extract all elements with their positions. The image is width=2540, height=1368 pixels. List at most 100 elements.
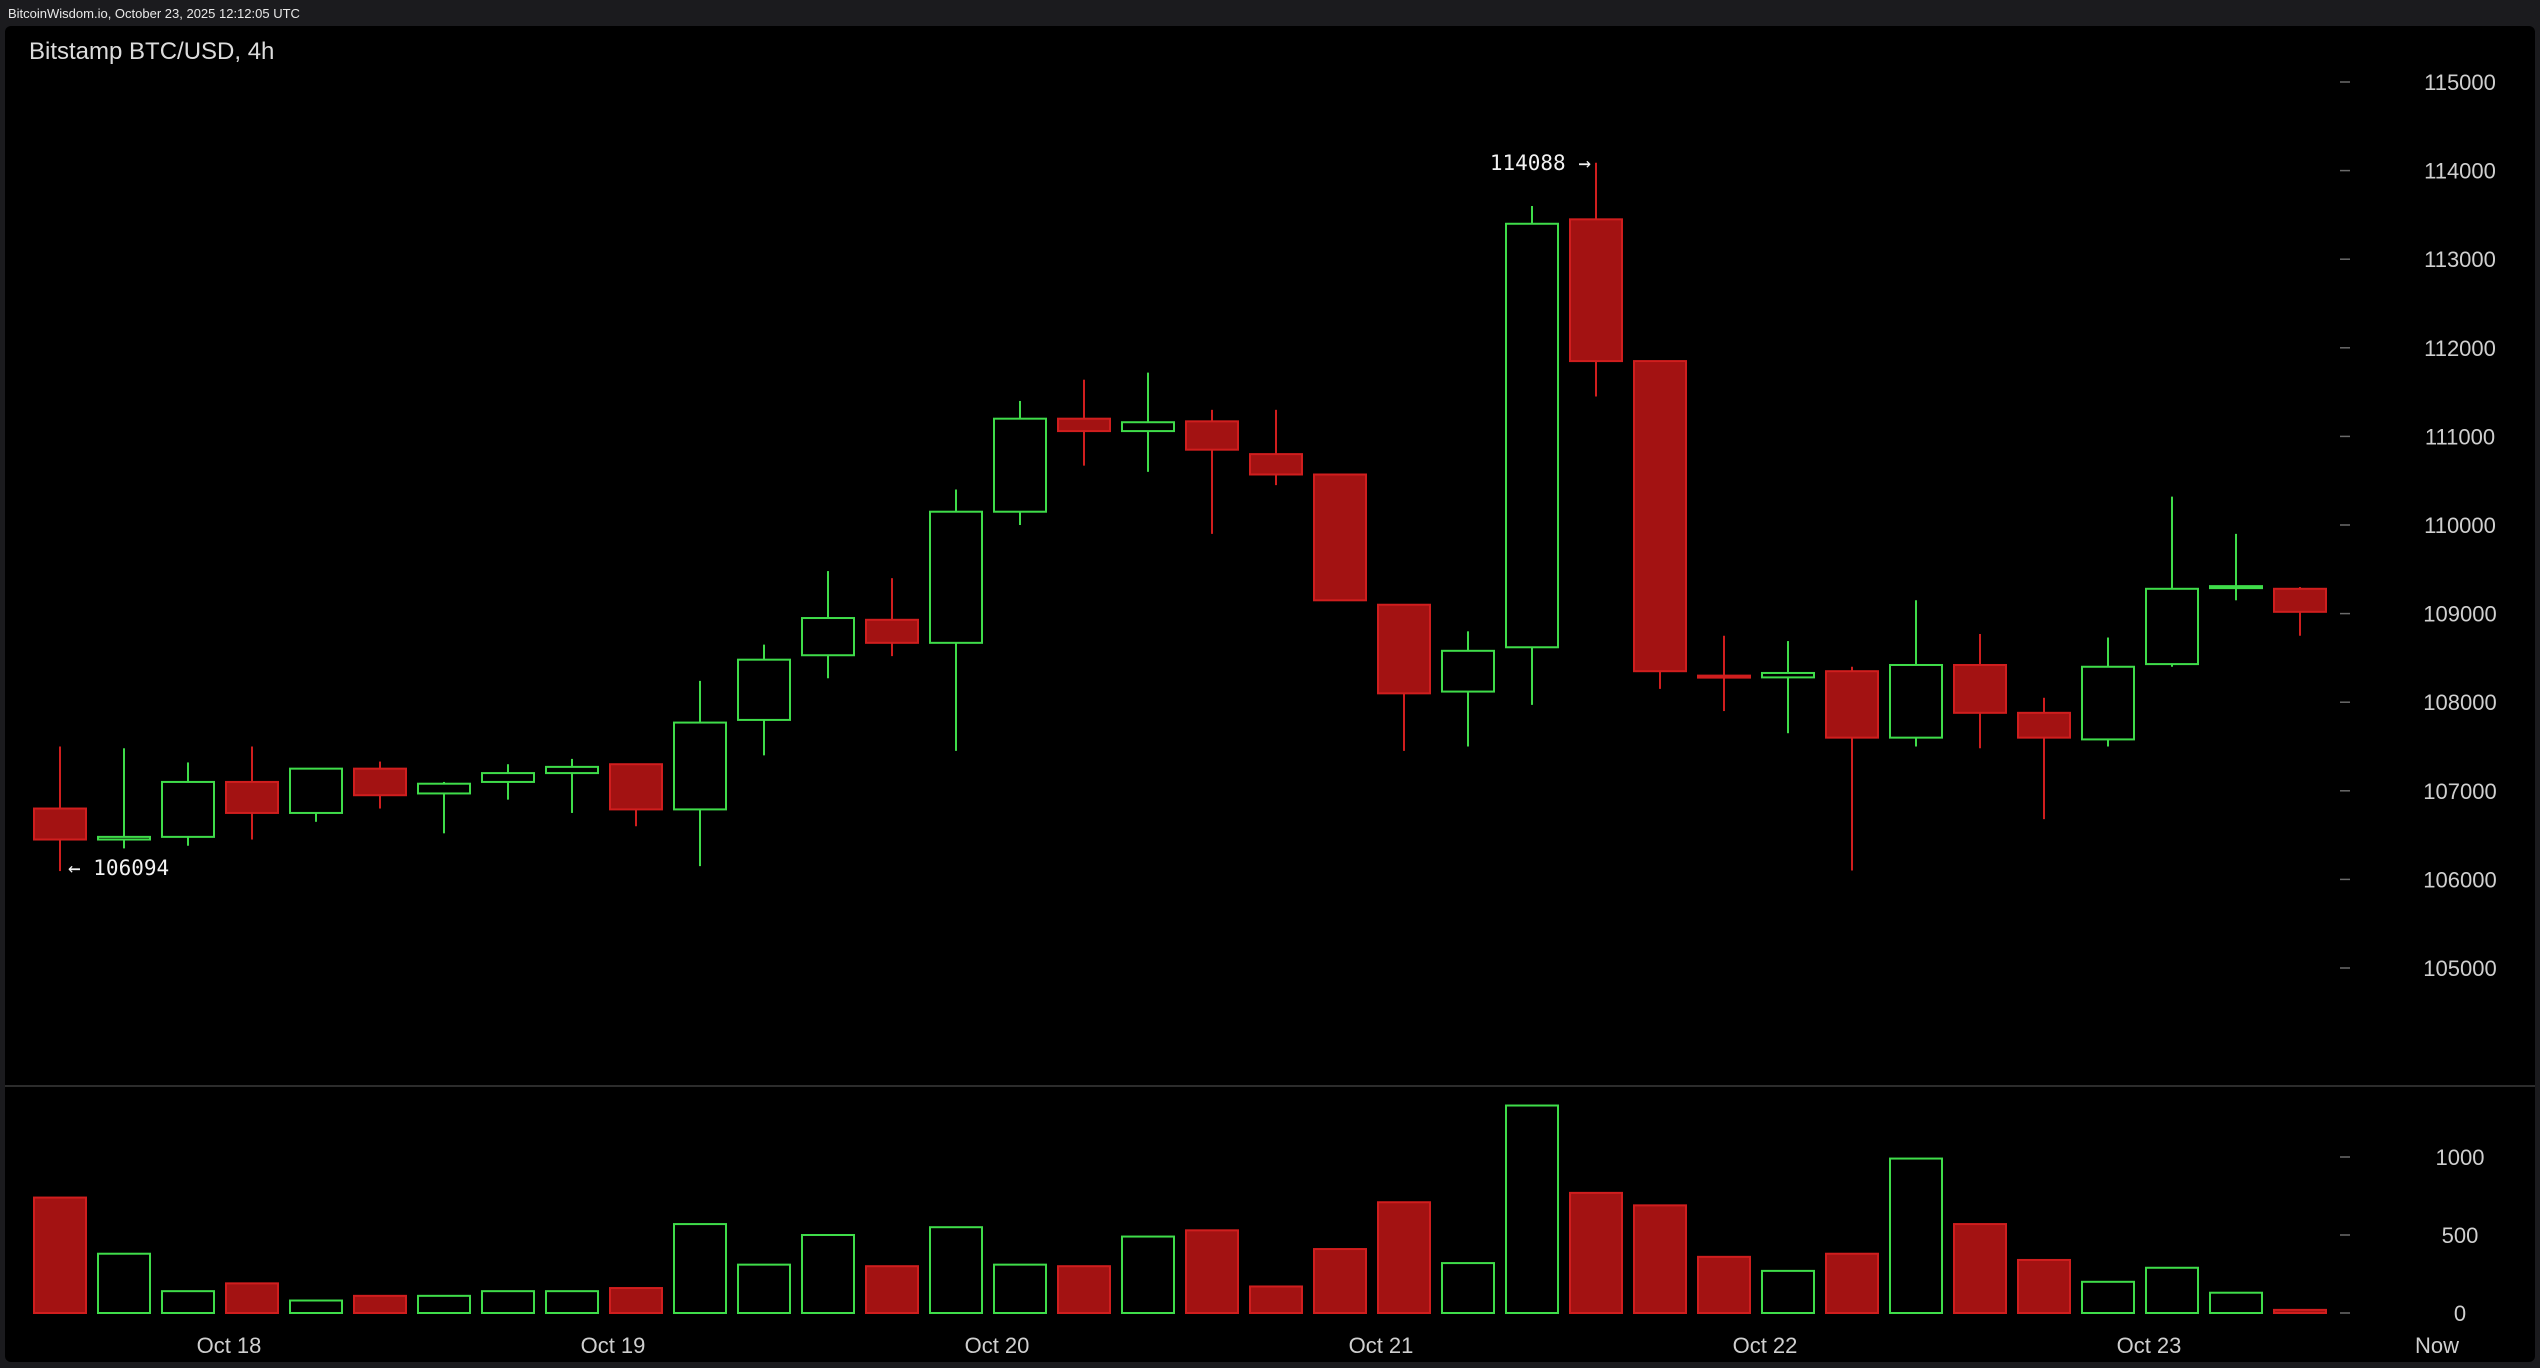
candle-down xyxy=(1953,633,2007,749)
price-tick-label: 115000 xyxy=(2424,70,2496,95)
candle-up xyxy=(417,781,471,834)
volume-bar-up xyxy=(1441,1262,1495,1314)
candle-up xyxy=(673,680,727,867)
candle-body xyxy=(1889,663,1943,739)
volume-tick-label: 500 xyxy=(2442,1223,2479,1248)
volume-bar-down xyxy=(2273,1308,2327,1315)
volume-tick-label: 0 xyxy=(2454,1301,2466,1326)
volume-bar-down xyxy=(1697,1255,1751,1314)
candle-body xyxy=(2017,711,2071,739)
candle-down xyxy=(1697,635,1751,712)
candle-body xyxy=(97,835,151,841)
candle-body xyxy=(353,767,407,797)
chart-panel[interactable]: Bitstamp BTC/USD, 4h 105000 106000 107000 1… xyxy=(5,26,2535,1362)
volume-bar-down xyxy=(1249,1285,1303,1314)
candle-body xyxy=(1441,649,1495,693)
volume-bar-down xyxy=(225,1282,279,1314)
volume-bar-up xyxy=(801,1234,855,1314)
volume-bar-down xyxy=(1953,1223,2007,1314)
price-tick-label: 108000 xyxy=(2423,690,2496,715)
volume-bar-up xyxy=(97,1252,151,1314)
candle-body xyxy=(2145,587,2199,666)
candle-body xyxy=(481,772,535,783)
candle-up xyxy=(161,762,215,846)
candle-body xyxy=(801,617,855,657)
candle-body xyxy=(1697,674,1751,679)
price-tick-label: 110000 xyxy=(2424,513,2496,538)
volume-bar-up xyxy=(545,1290,599,1315)
price-axis: 105000 106000 107000 108000 109000 110000 1110… xyxy=(2340,70,2497,981)
candle-body xyxy=(33,807,87,841)
candle-up xyxy=(2081,637,2135,747)
candle-body xyxy=(1185,420,1239,451)
candle-down xyxy=(609,763,663,827)
candle-down xyxy=(2273,587,2327,636)
candle-body xyxy=(1121,421,1175,433)
candle-body xyxy=(1569,218,1623,363)
candle-body xyxy=(1633,360,1687,673)
candle-up xyxy=(481,764,535,800)
candle-down xyxy=(1569,162,1623,397)
volume-bar-down xyxy=(1633,1204,1687,1314)
candle-body xyxy=(993,417,1047,513)
candle-up xyxy=(801,571,855,679)
header-source-timestamp: BitcoinWisdom.io, October 23, 2025 12:12… xyxy=(8,6,300,21)
candle-down xyxy=(353,761,407,809)
candle-body xyxy=(929,510,983,644)
volume-bar-up xyxy=(289,1299,343,1315)
high-price-annotation: 114088 → xyxy=(1490,151,1591,175)
price-tick-label: 112000 xyxy=(2424,336,2496,361)
volume-bar-up xyxy=(929,1226,983,1314)
candle-body xyxy=(2209,585,2263,590)
price-tick-label: 113000 xyxy=(2424,247,2496,272)
candle-down xyxy=(865,578,919,657)
volume-bar-up xyxy=(673,1223,727,1314)
volume-bar-down xyxy=(2017,1258,2071,1314)
time-axis-label: Now xyxy=(2415,1333,2459,1358)
volume-bar-down xyxy=(865,1265,919,1314)
candle-up xyxy=(1505,206,1559,705)
header-bar: BitcoinWisdom.io, October 23, 2025 12:12… xyxy=(0,0,2540,26)
candle-up xyxy=(1121,372,1175,472)
candle-body xyxy=(609,763,663,811)
candle-down xyxy=(1249,409,1303,486)
volume-bar-up xyxy=(1505,1104,1559,1315)
volume-bar-up xyxy=(2145,1266,2199,1315)
volume-bar-down xyxy=(1825,1252,1879,1314)
volume-tick-label: 1000 xyxy=(2436,1145,2485,1170)
candle-body xyxy=(1249,453,1303,476)
candle-body xyxy=(1313,473,1367,602)
price-tick-label: 111000 xyxy=(2425,424,2495,449)
candle-body xyxy=(1953,663,2007,714)
volume-bar-down xyxy=(1569,1191,1623,1315)
low-price-annotation: ← 106094 xyxy=(68,856,169,880)
candle-down xyxy=(1057,379,1111,466)
time-axis-label: Oct 21 xyxy=(1349,1333,1414,1358)
candles-layer xyxy=(33,162,2327,872)
candle-up xyxy=(97,748,151,849)
price-tick-label: 109000 xyxy=(2423,602,2496,627)
volume-bar-up xyxy=(1761,1269,1815,1315)
candle-up xyxy=(289,767,343,822)
candle-body xyxy=(1761,671,1815,679)
candle-up xyxy=(737,644,791,756)
candle-body xyxy=(417,782,471,795)
candle-down xyxy=(225,746,279,840)
volume-bar-down xyxy=(1313,1248,1367,1315)
time-axis-label: Oct 20 xyxy=(965,1333,1030,1358)
candle-body xyxy=(1825,670,1879,739)
candle-down xyxy=(1633,360,1687,689)
candle-body xyxy=(2273,587,2327,613)
price-tick-label: 114000 xyxy=(2424,159,2496,184)
candle-up xyxy=(1889,600,1943,747)
candle-down xyxy=(1185,409,1239,534)
candle-down xyxy=(1377,603,1431,751)
volume-bar-up xyxy=(993,1263,1047,1315)
candlestick-chart[interactable]: Bitstamp BTC/USD, 4h 1050001060001070001… xyxy=(5,26,2535,1362)
volume-bar-up xyxy=(1121,1235,1175,1315)
candle-down xyxy=(2017,697,2071,820)
time-axis-label: Oct 22 xyxy=(1733,1333,1798,1358)
candle-body xyxy=(1057,417,1111,433)
candle-down xyxy=(1825,666,1879,871)
volume-bar-down xyxy=(609,1287,663,1315)
